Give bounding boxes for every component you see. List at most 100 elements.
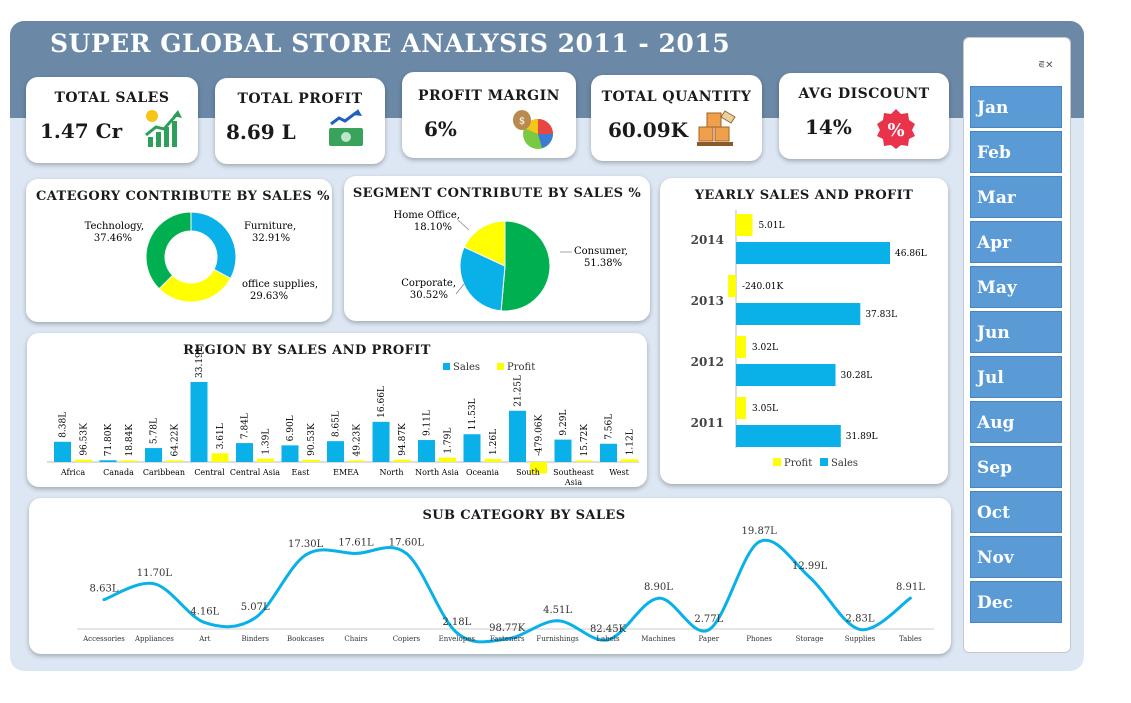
money-profit-icon [329,109,363,146]
bar-profit-label: 5.01L [758,221,784,231]
bar-sales-east [281,445,299,462]
yearly-sales-profit-card: YEARLY SALES AND PROFIT 2014 5.01L 46.86L 2… [660,178,948,484]
line-point-labels [606,638,610,642]
line-value-label: 12.99L [792,561,828,572]
legend-swatch [773,458,781,466]
slicer-month-may[interactable]: May [970,266,1062,308]
region-bar-chart: 8.38L 96.53K Africa 71.80K 18.84K Canada 5.78L… [47,346,639,487]
line-value-label: 17.30L [288,539,324,550]
sub-category-tick-label: Copiers [393,635,421,643]
bar-profit-label: 1.39L [262,429,272,455]
line-point-copiers [404,551,408,555]
bar-profit-label: 18.84K [125,424,135,457]
slicer-month-nov[interactable]: Nov [970,536,1062,578]
sub-category-tick-label: Supplies [845,635,876,643]
line-value-label: 8.91L [896,582,925,593]
line-point-supplies [858,627,862,631]
kpi-card-total-quantity: TOTAL QUANTITY 60.09K [591,75,762,161]
bar-profit-label: 1.26L [489,429,499,455]
bar-profit-label: 64.22K [171,424,181,457]
bar-sales-label: 46.86L [895,249,927,259]
line-value-label: 19.87L [742,526,778,537]
bar-profit-2012 [736,336,746,358]
segment-label: Consumer, [574,246,628,257]
line-point-machines [656,596,660,600]
slicer-month-jul[interactable]: Jul [970,356,1062,398]
line-point-envelopes [455,631,459,635]
sub-category-tick-label: Binders [241,635,269,643]
kpi-card-profit-margin: PROFIT MARGIN 6% $ [402,72,576,158]
category-sales-card: CATEGORY CONTRIBUTE BY SALES % Technolog… [26,179,332,322]
bar-profit-label: 15.72K [580,424,590,457]
year-tick-label: 2011 [691,416,724,430]
bar-sales-label: 30.28L [841,371,873,381]
bar-sales-southeast-asia [554,439,572,462]
line-point-appliances [152,582,156,586]
bar-sales-central-asia [236,443,253,462]
sub-category-sales-card: SUB CATEGORY BY SALES 8.63L Accessories 11… [29,498,951,654]
kpi-title: PROFIT MARGIN [418,88,560,104]
bar-sales-label: 5.78L [150,418,160,444]
slicer-month-mar[interactable]: Mar [970,176,1062,218]
line-value-label: 4.51L [543,605,572,616]
region-tick-label: Southeast [553,468,594,477]
category-label: Furniture, [244,221,296,232]
sub-category-tick-label: Paper [699,635,720,643]
slicer-month-sep[interactable]: Sep [970,446,1062,488]
bar-sales-central [190,382,208,462]
sub-category-tick-label: Labels [596,635,620,643]
bar-sales-canada [99,460,117,462]
bar-sales-label: 9.29L [559,410,569,436]
category-value-label: 32.91% [252,233,290,244]
kpi-card-total-sales: TOTAL SALES 1.47 Cr [26,77,198,163]
bar-sales-label: 8.38L [59,412,69,438]
line-point-tables [908,596,912,600]
legend-label: Profit [507,362,535,373]
slice-technology [145,211,192,290]
region-tick-label: Oceania [466,468,499,477]
slicer-month-aug[interactable]: Aug [970,401,1062,443]
sub-category-tick-label: Machines [641,635,676,643]
line-value-label: 17.61L [338,537,374,548]
slicer-month-jan[interactable]: Jan [970,86,1062,128]
segment-label: Home Office, [393,210,460,221]
bar-sales-2012 [736,364,836,386]
line-point-binders [253,616,257,620]
bar-profit-2013 [728,275,736,297]
slicer-month-feb[interactable]: Feb [970,131,1062,173]
bar-sales-africa [54,441,71,462]
chart-title: YEARLY SALES AND PROFIT [694,188,914,203]
bar-profit-2014 [736,214,753,236]
bar-sales-label: 7.56L [605,414,615,440]
sub-category-tick-label: Art [198,635,210,643]
slicer-month-oct[interactable]: Oct [970,491,1062,533]
clear-filter-icon[interactable]: ⋷✕ [1038,60,1054,71]
kpi-value: 6% [424,117,457,141]
bar-sales-label: 21.25L [514,375,524,407]
kpi-card-avg-discount: AVG DISCOUNT 14% % [779,73,949,159]
slicer-month-apr[interactable]: Apr [970,221,1062,263]
yearly-bar-chart: 2014 5.01L 46.86L 2013 -240.01K 37.83L 2012 3.0… [691,210,927,469]
line-value-label: 5.07L [241,602,270,613]
bar-profit-label: -479.06K [535,414,545,456]
line-point-art [203,621,207,625]
kpi-title: TOTAL SALES [54,90,170,106]
slicer-month-dec[interactable]: Dec [970,581,1062,623]
region-tick-label: Central [194,468,225,477]
month-slicer: ⋷✕ Jan Feb Mar Apr May Jun Jul Aug Sep Oct Nov Dec [963,37,1071,653]
chart-title: REGION BY SALES AND PROFIT [183,343,431,358]
region-tick-label: Caribbean [143,468,185,477]
bar-sales-label: 33.19L [195,346,205,378]
sub-category-tick-label: Storage [796,635,824,643]
line-point-fasteners [505,637,509,641]
bar-sales-2013 [736,303,861,325]
sales-line [103,538,912,644]
legend-label: Profit [784,458,812,469]
slicer-month-jun[interactable]: Jun [970,311,1062,353]
legend-swatch [443,363,450,370]
line-point-furnishings [556,619,560,623]
region-sales-profit-card: REGION BY SALES AND PROFIT 8.38L 96.53K Af… [27,333,647,487]
kpi-value: 14% [805,115,852,139]
line-point-storage [808,575,812,579]
bar-profit-central [211,453,229,462]
